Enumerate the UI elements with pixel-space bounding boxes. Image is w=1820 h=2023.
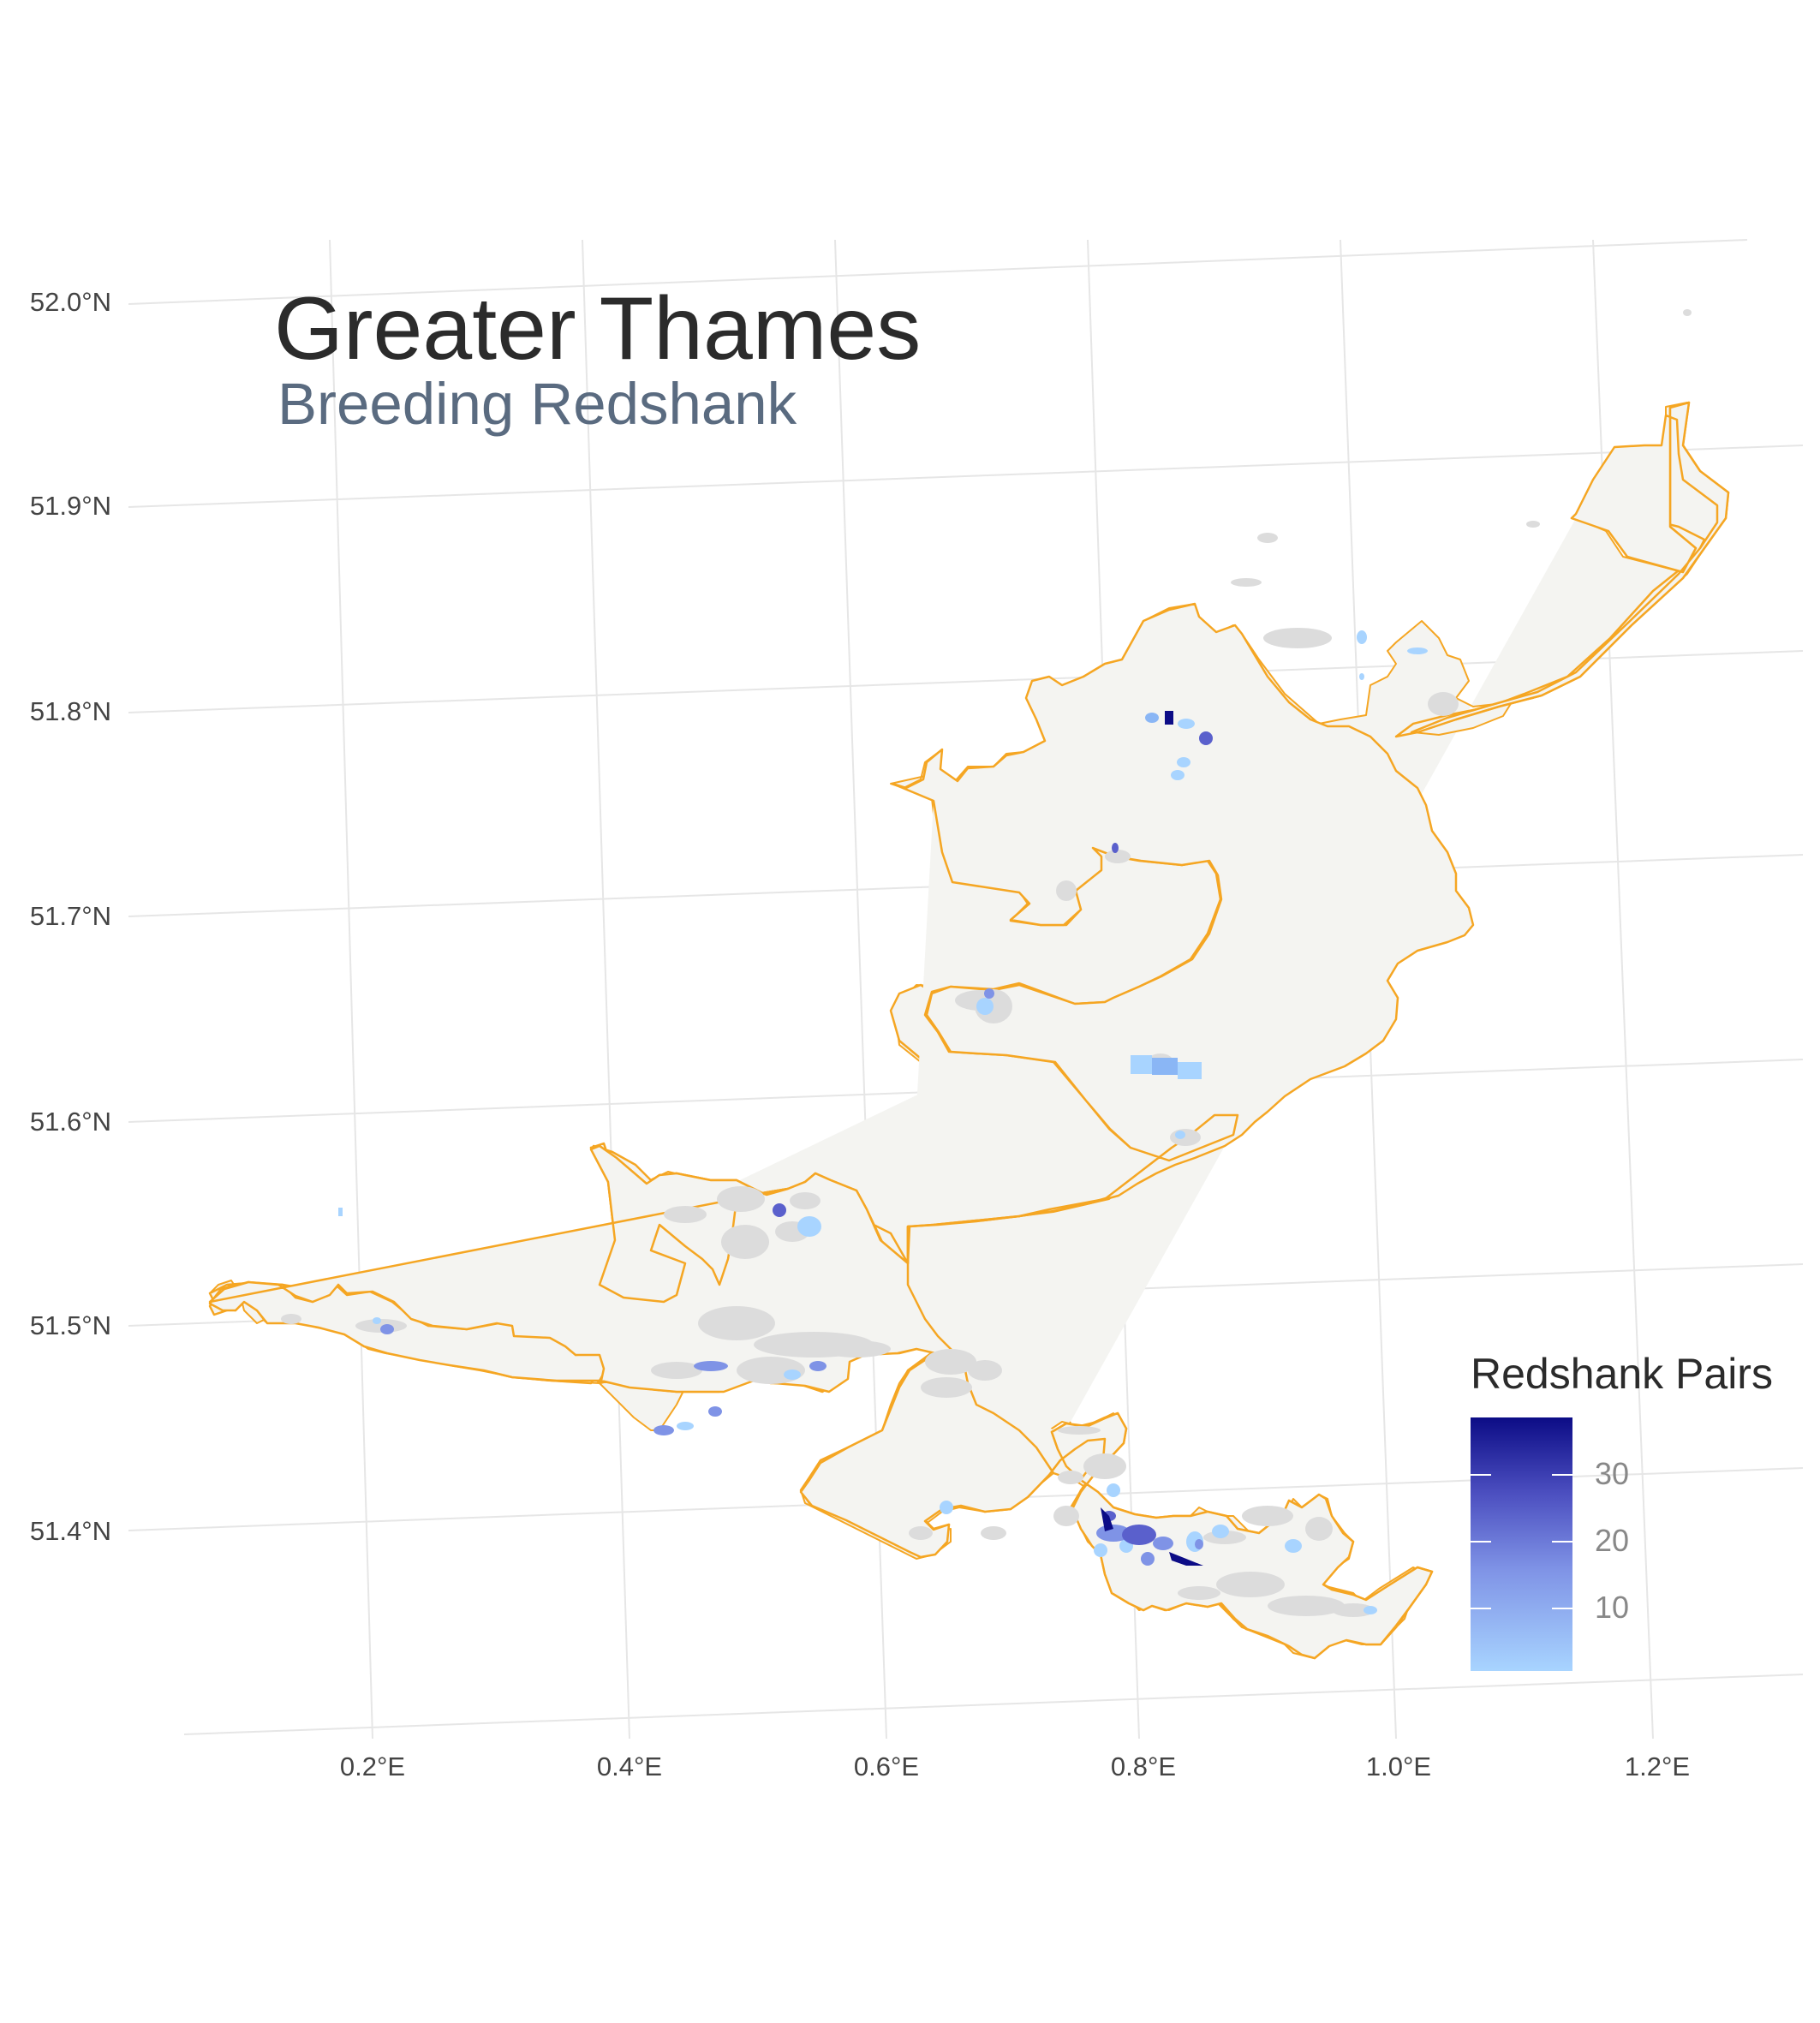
y-tick-label: 51.8°N bbox=[29, 696, 111, 726]
legend-tick-mark bbox=[1471, 1608, 1491, 1609]
y-tick-label: 52.0°N bbox=[29, 287, 111, 317]
legend-tick-mark bbox=[1471, 1474, 1491, 1476]
map-subtitle: Breeding Redshank bbox=[277, 371, 797, 437]
x-tick-label: 0.4°E bbox=[596, 1751, 663, 1781]
harwich-arm bbox=[1410, 401, 1730, 734]
x-tick-label: 1.0°E bbox=[1365, 1751, 1432, 1781]
legend-tick-label: 30 bbox=[1595, 1456, 1630, 1491]
y-tick-label: 51.9°N bbox=[29, 491, 111, 521]
x-tick-label: 0.6°E bbox=[853, 1751, 920, 1781]
legend-tick-mark bbox=[1552, 1608, 1572, 1609]
y-tick-label: 51.7°N bbox=[29, 901, 111, 931]
y-tick-label: 51.4°N bbox=[29, 1516, 111, 1546]
thames-estuary-polygon bbox=[208, 602, 1475, 1660]
legend-tick-mark bbox=[1552, 1541, 1572, 1543]
grey-parcels bbox=[281, 309, 1692, 1617]
y-tick-label: 51.5°N bbox=[29, 1310, 111, 1340]
legend-title: Redshank Pairs bbox=[1471, 1350, 1773, 1398]
redshank-parcels bbox=[338, 630, 1428, 1614]
map-title: Greater Thames bbox=[274, 279, 922, 379]
y-tick-label: 51.6°N bbox=[29, 1107, 111, 1137]
x-tick-label: 0.2°E bbox=[339, 1751, 406, 1781]
legend-tick-label: 20 bbox=[1595, 1523, 1630, 1558]
x-tick-label: 0.8°E bbox=[1110, 1751, 1177, 1781]
legend-tick-mark bbox=[1552, 1474, 1572, 1476]
legend-color-bar bbox=[1471, 1417, 1572, 1671]
legend-tick-mark bbox=[1471, 1541, 1491, 1543]
legend-tick-label: 10 bbox=[1595, 1590, 1630, 1625]
x-tick-label: 1.2°E bbox=[1624, 1751, 1691, 1781]
